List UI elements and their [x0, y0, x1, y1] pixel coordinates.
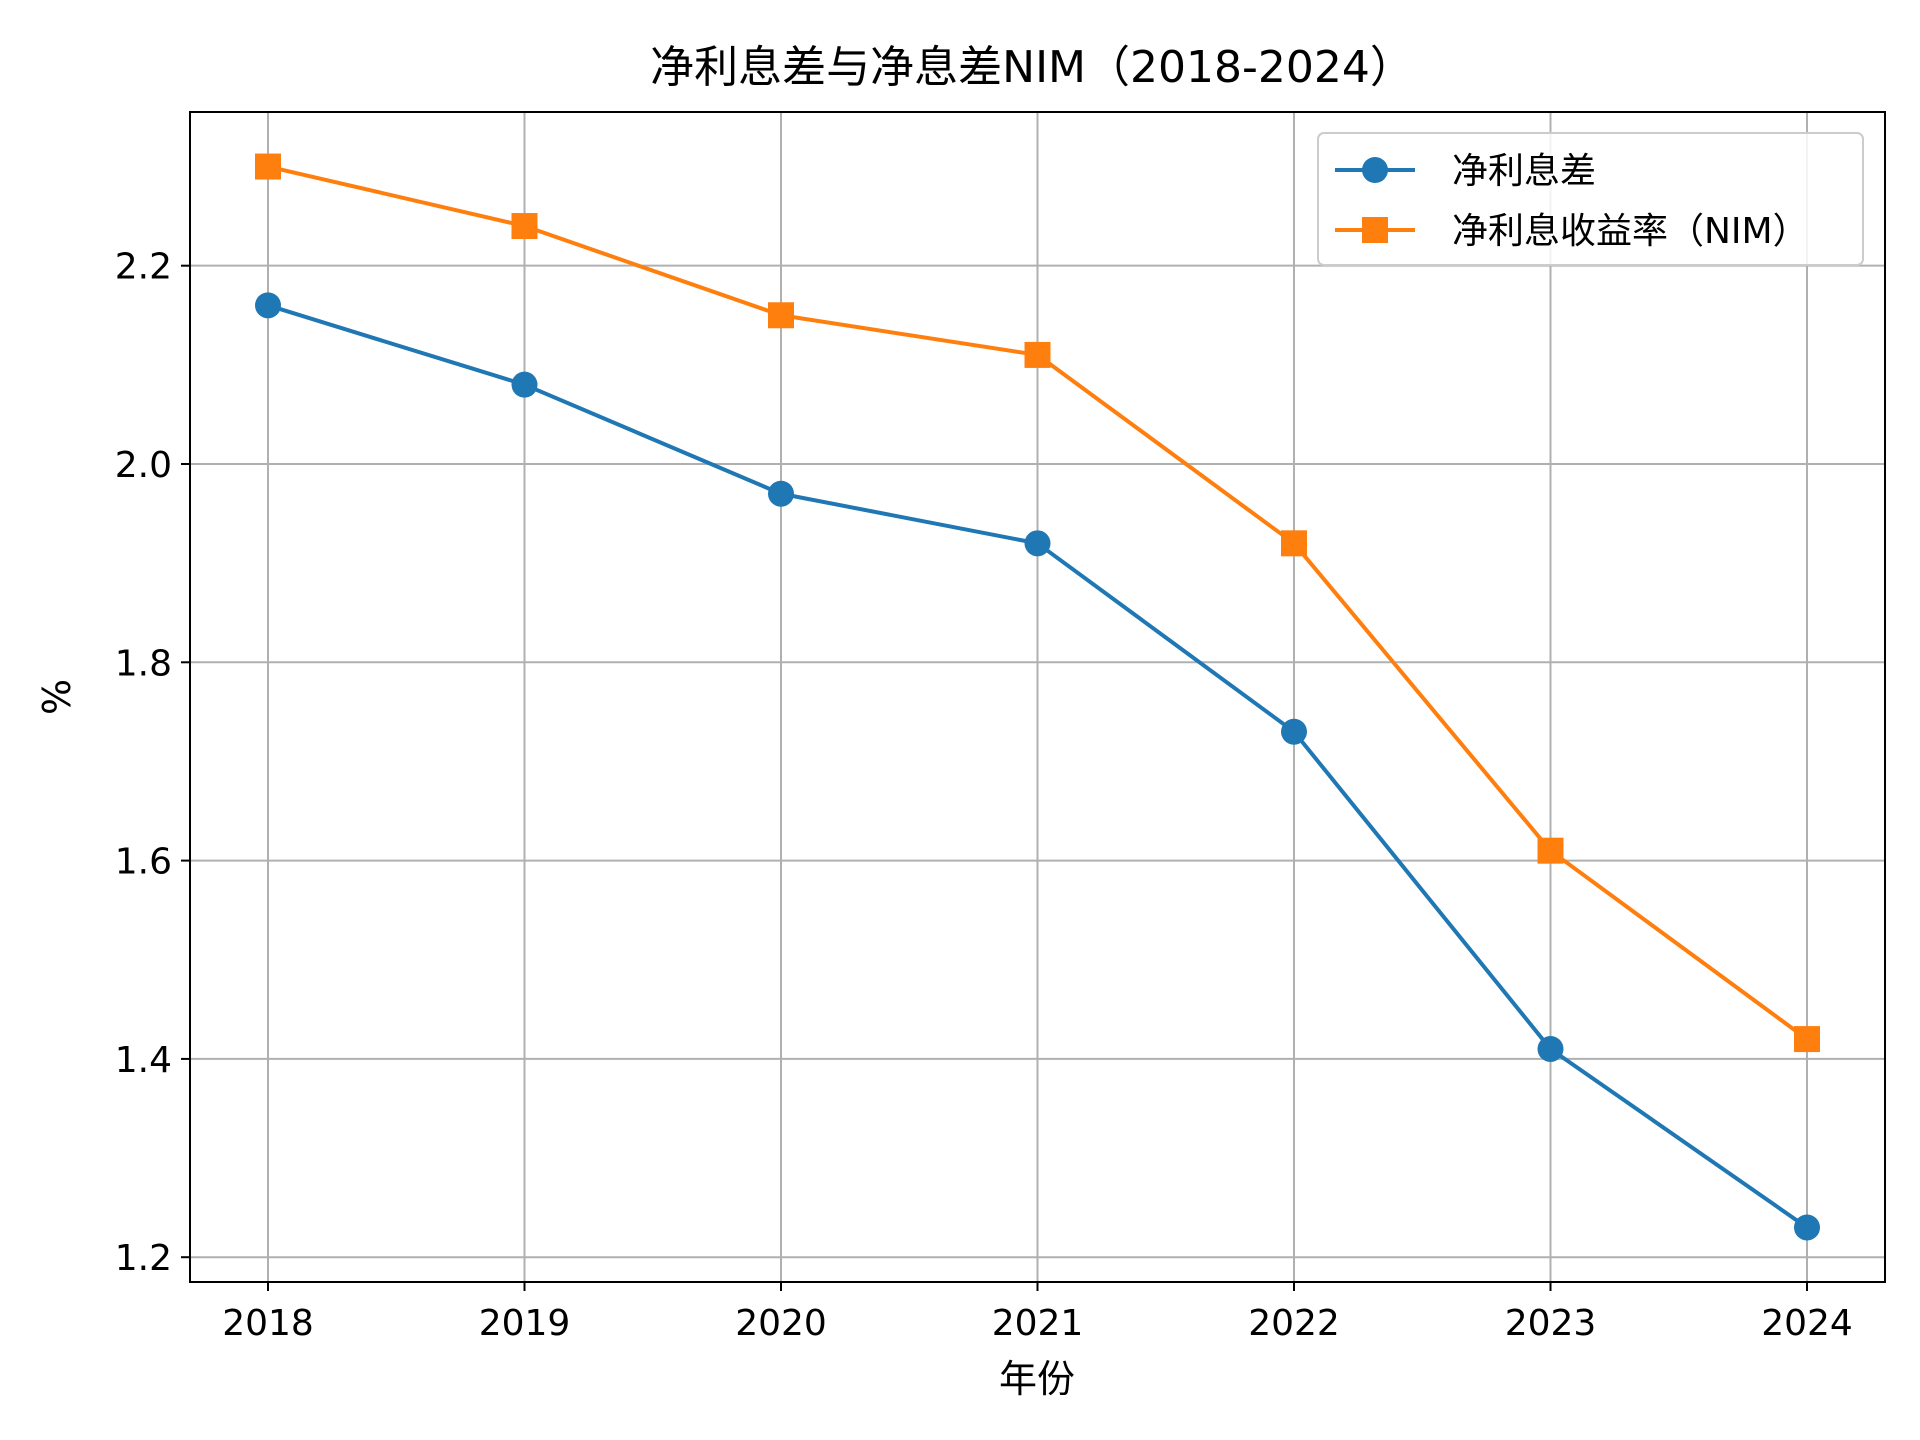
- data-point: [1024, 530, 1051, 557]
- y-tick-label: 2.0: [115, 445, 172, 486]
- legend-label: 净利息收益率（NIM）: [1452, 211, 1809, 252]
- y-tick-label: 2.2: [115, 247, 172, 288]
- data-point: [511, 371, 538, 398]
- y-tick-label: 1.2: [115, 1238, 172, 1279]
- x-tick-label: 2019: [479, 1303, 571, 1344]
- chart-title: 净利息差与净息差NIM（2018-2024）: [650, 42, 1414, 93]
- x-tick-label: 2021: [992, 1303, 1084, 1344]
- data-point: [1794, 1026, 1820, 1053]
- data-point: [1794, 1214, 1820, 1241]
- x-tick-label: 2020: [735, 1303, 827, 1344]
- legend-item: 净利息差: [1335, 151, 1596, 192]
- data-point: [768, 302, 794, 329]
- series-2: [255, 153, 1820, 1053]
- data-point: [511, 213, 538, 240]
- data-point: [1281, 530, 1307, 557]
- series-1: [255, 292, 1820, 1241]
- y-tick-label: 1.4: [115, 1040, 172, 1081]
- series-layer: [255, 153, 1820, 1241]
- data-point: [1281, 718, 1307, 745]
- ticks: 2018 2019 2020 2021 2022 2023 2024 1.2 1.4 1.6 1.8…: [115, 247, 1853, 1344]
- data-point: [1024, 341, 1051, 368]
- data-point: [1537, 837, 1564, 864]
- x-tick-label: 2023: [1505, 1303, 1597, 1344]
- data-point: [255, 292, 281, 319]
- x-tick-label: 2022: [1248, 1303, 1340, 1344]
- data-point: [255, 153, 281, 180]
- data-point: [1537, 1035, 1564, 1062]
- y-tick-label: 1.6: [115, 842, 172, 883]
- legend-item: 净利息收益率（NIM）: [1335, 211, 1809, 252]
- legend-label: 净利息差: [1452, 151, 1596, 192]
- legend-box: [1317, 132, 1864, 266]
- legend-marker: [1362, 157, 1388, 183]
- data-point: [768, 480, 794, 507]
- legend-marker: [1362, 217, 1388, 243]
- x-axis-label: 年份: [999, 1357, 1075, 1401]
- y-tick-label: 1.8: [115, 643, 172, 684]
- y-axis-label: %: [35, 679, 79, 715]
- x-tick-label: 2018: [222, 1303, 314, 1344]
- x-tick-label: 2024: [1761, 1303, 1853, 1344]
